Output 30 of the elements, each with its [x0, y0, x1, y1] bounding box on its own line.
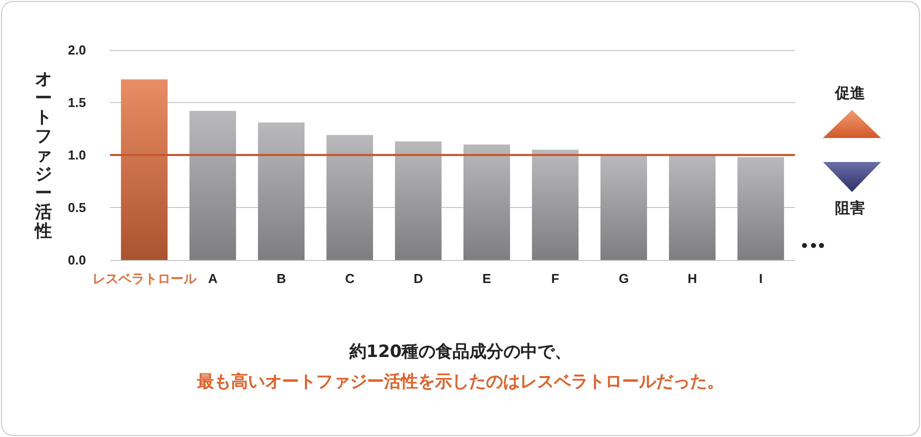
text: 約120種の食品成分の中で、 — [348, 341, 573, 363]
y-tick-label: 2.0 — [68, 42, 86, 58]
y-tick-label: 0.5 — [68, 200, 86, 215]
x-tick-label: A — [208, 271, 218, 286]
text: 最も高いオートファジー活性を示したのはレスベラトロールだった。 — [196, 371, 725, 393]
bar — [394, 141, 442, 260]
x-tick-label: D — [414, 271, 423, 286]
bar — [120, 79, 168, 260]
y-tick-label: 0.0 — [68, 252, 86, 268]
bar — [668, 155, 716, 260]
bar — [189, 110, 236, 260]
bar — [600, 155, 648, 260]
y-tick-label: 1.5 — [68, 95, 86, 110]
x-tick-label: H — [688, 271, 697, 286]
x-tick-label: I — [758, 271, 763, 286]
text: オートファジー活性 — [35, 70, 52, 240]
bar — [463, 144, 510, 260]
x-tick-label: C — [345, 271, 356, 286]
bar — [737, 157, 784, 260]
x-tick-label: E — [482, 271, 492, 286]
text: 促進 — [835, 84, 865, 103]
x-tick-label: G — [618, 271, 629, 286]
x-tick-label: B — [276, 271, 286, 286]
y-tick-label: 1.0 — [68, 148, 86, 162]
bar — [258, 122, 305, 260]
x-tick-label: レスベラトロール — [92, 271, 198, 286]
bar — [532, 150, 579, 260]
bar — [326, 135, 374, 260]
text: 阻害 — [835, 199, 865, 218]
x-tick-label: F — [551, 271, 560, 286]
